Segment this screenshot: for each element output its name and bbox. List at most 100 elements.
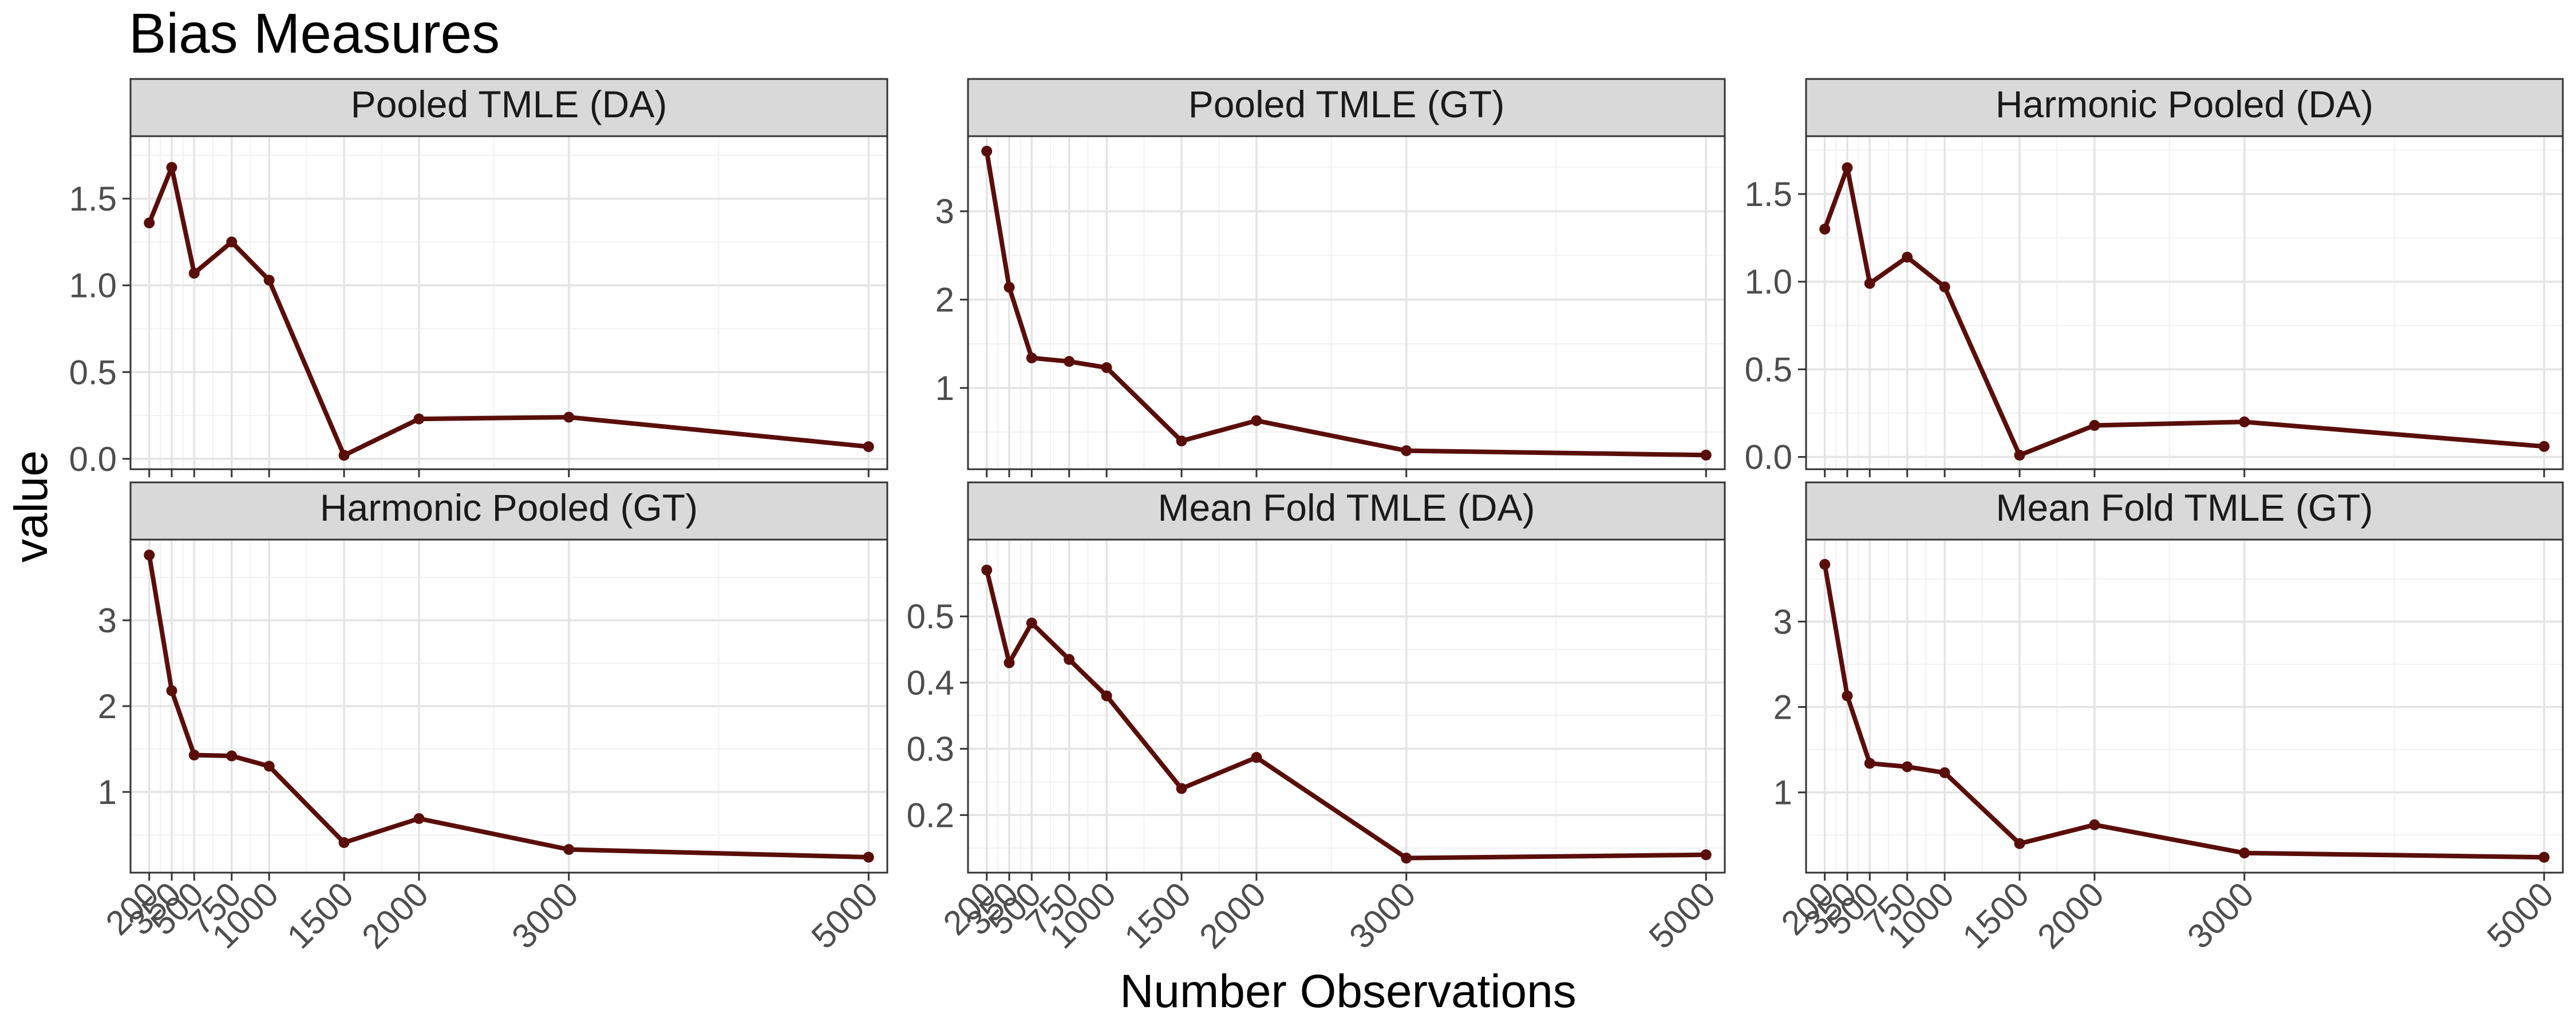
facet-panel: Pooled TMLE (GT) 1 2 3 bbox=[935, 78, 1726, 477]
data-point bbox=[2239, 416, 2250, 427]
y-tick-label: 0.2 bbox=[907, 796, 954, 834]
x-tick-label: 3000 bbox=[504, 875, 586, 956]
data-point bbox=[338, 450, 350, 461]
x-tick-label: 5000 bbox=[804, 875, 886, 956]
data-point bbox=[1700, 849, 1712, 861]
data-point bbox=[1251, 415, 1262, 426]
data-point bbox=[2014, 449, 2025, 461]
data-point bbox=[188, 750, 200, 760]
data-point bbox=[1064, 356, 1075, 367]
facet-strip bbox=[1805, 78, 2564, 137]
data-point bbox=[413, 413, 425, 425]
facet-strip-label: Harmonic Pooled (DA) bbox=[1996, 83, 2373, 125]
y-tick-label: 0.5 bbox=[69, 353, 117, 391]
data-point bbox=[563, 844, 575, 855]
data-point bbox=[1819, 558, 1831, 570]
data-point bbox=[226, 236, 238, 248]
facet-strip bbox=[967, 78, 1726, 137]
data-point bbox=[1401, 853, 1412, 864]
facet-strip-label: Mean Fold TMLE (GT) bbox=[1996, 486, 2373, 529]
data-point bbox=[1842, 162, 1853, 173]
y-tick-label: 3 bbox=[98, 601, 117, 640]
data-point bbox=[1026, 352, 1037, 363]
data-point bbox=[2239, 847, 2250, 859]
data-point bbox=[226, 750, 238, 762]
y-tick-label: 1 bbox=[1773, 774, 1792, 812]
data-point bbox=[1101, 690, 1112, 702]
data-point bbox=[1864, 278, 1875, 289]
x-tick-label: 3000 bbox=[2180, 875, 2261, 956]
data-point bbox=[981, 145, 993, 157]
data-point bbox=[144, 549, 155, 561]
panel-background bbox=[131, 136, 887, 469]
y-tick-label: 1 bbox=[98, 773, 117, 811]
data-point bbox=[2538, 441, 2550, 452]
data-point bbox=[1026, 617, 1037, 629]
data-point bbox=[1176, 435, 1187, 447]
facet-panel: Harmonic Pooled (GT)12320035050075010001… bbox=[98, 481, 888, 956]
data-point bbox=[166, 685, 177, 696]
y-tick-label: 1.0 bbox=[1745, 263, 1792, 301]
x-tick-label: 1500 bbox=[1117, 875, 1198, 956]
data-point bbox=[338, 837, 350, 848]
chart-title: Bias Measures bbox=[129, 2, 500, 65]
panel-background bbox=[968, 540, 1725, 873]
x-tick-label: 1500 bbox=[1955, 875, 2036, 956]
data-point bbox=[981, 564, 993, 576]
facet-strip bbox=[129, 78, 888, 137]
facet-strip bbox=[967, 481, 1726, 541]
data-point bbox=[1819, 223, 1831, 235]
y-axis-title: value bbox=[5, 450, 57, 562]
facet-strip bbox=[129, 481, 888, 541]
y-tick-label: 0.5 bbox=[1745, 350, 1792, 389]
data-point bbox=[1176, 783, 1187, 794]
facet-strip-label: Pooled TMLE (DA) bbox=[351, 83, 667, 125]
x-tick-label: 1500 bbox=[279, 875, 361, 956]
data-point bbox=[1251, 752, 1262, 763]
y-tick-label: 1 bbox=[935, 369, 954, 407]
y-tick-label: 0.5 bbox=[907, 597, 954, 636]
y-tick-label: 1.5 bbox=[1745, 175, 1792, 213]
x-axis-title: Number Observations bbox=[1120, 965, 1577, 1017]
data-point bbox=[1401, 445, 1412, 457]
data-point bbox=[1864, 758, 1875, 769]
data-point bbox=[2538, 851, 2550, 863]
data-point bbox=[2089, 419, 2100, 431]
x-tick-label: 2000 bbox=[2030, 875, 2111, 956]
facet-panel: Harmonic Pooled (DA) 0.0 0.5 1.0 1.5 bbox=[1745, 78, 2564, 477]
data-point bbox=[1003, 657, 1015, 668]
y-tick-label: 0.4 bbox=[907, 664, 954, 702]
data-point bbox=[563, 411, 575, 423]
y-tick-label: 1.5 bbox=[69, 180, 117, 218]
facet-strip-label: Pooled TMLE (GT) bbox=[1188, 83, 1505, 125]
facet-panel: Pooled TMLE (DA) 0.0 0.5 1.0 1.5 bbox=[69, 78, 888, 478]
data-point bbox=[2089, 819, 2100, 830]
panel-background bbox=[968, 136, 1725, 469]
data-point bbox=[863, 441, 874, 453]
facet-strip-label: Mean Fold TMLE (DA) bbox=[1158, 486, 1535, 529]
data-point bbox=[1939, 767, 1950, 778]
y-tick-label: 0.0 bbox=[69, 440, 117, 478]
data-point bbox=[1902, 761, 1913, 772]
data-point bbox=[263, 760, 275, 772]
data-point bbox=[1939, 281, 1950, 292]
x-tick-label: 3000 bbox=[1342, 875, 1423, 956]
data-point bbox=[1902, 251, 1913, 263]
y-tick-label: 0.3 bbox=[907, 730, 954, 768]
data-point bbox=[144, 217, 155, 229]
y-tick-label: 0.0 bbox=[1745, 438, 1792, 477]
y-tick-label: 2 bbox=[1773, 688, 1792, 726]
data-point bbox=[1003, 282, 1015, 293]
data-point bbox=[2014, 838, 2025, 849]
panel-background bbox=[1806, 136, 2563, 469]
facet-panel: Mean Fold TMLE (DA)0.20.30.40.5200350500… bbox=[907, 481, 1726, 956]
y-tick-label: 3 bbox=[1773, 603, 1792, 641]
facet-strip bbox=[1805, 481, 2564, 541]
y-tick-label: 2 bbox=[98, 687, 117, 726]
y-tick-label: 1.0 bbox=[69, 267, 117, 305]
facet-panel: Mean Fold TMLE (GT)123200350500750100015… bbox=[1773, 481, 2564, 956]
x-tick-label: 2000 bbox=[354, 875, 436, 956]
data-point bbox=[1700, 449, 1712, 461]
